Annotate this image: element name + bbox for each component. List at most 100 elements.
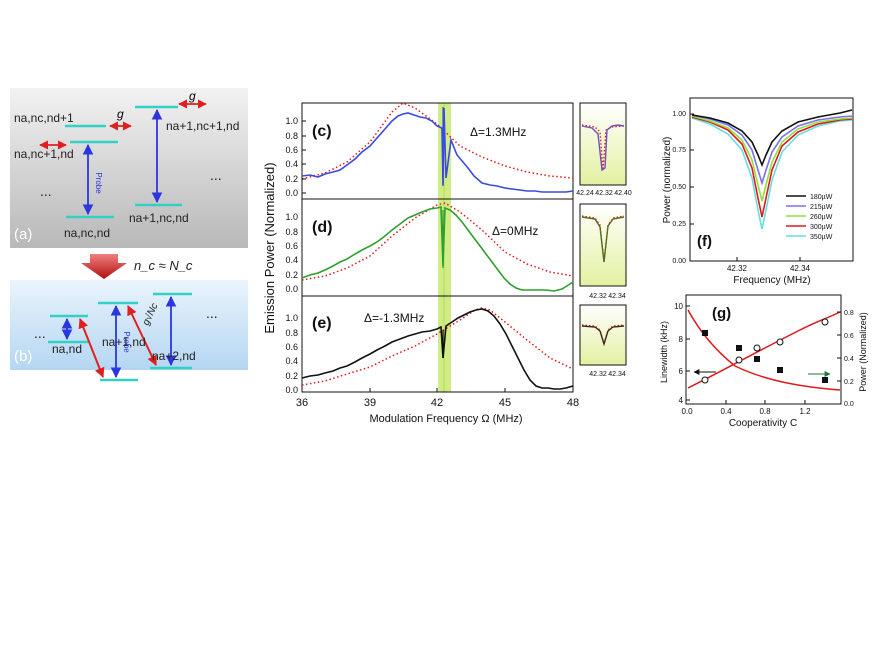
ellipsis-b-left: ... [34, 325, 46, 341]
probe-label-a: Probe [94, 172, 103, 194]
inset-c: 42.24 42.32 42.40 [576, 102, 632, 197]
xtick-main-3: 45 [499, 397, 511, 409]
inset-c-tick-2: 42.40 [614, 190, 632, 197]
ytick-c-5: 1.0 [285, 116, 298, 126]
legend-label-350: 350µW [810, 234, 833, 241]
ytick-e-2: 0.4 [285, 356, 298, 366]
inset-d-tick-1: 42.34 [608, 293, 626, 300]
xtick-main-0: 36 [296, 397, 308, 409]
inset-c-tick-1: 42.32 [595, 190, 613, 197]
g-linewidth-point-4 [777, 367, 783, 373]
xtick-main-2: 42 [431, 397, 443, 409]
panel-f-tag: (f) [697, 233, 712, 250]
panel-g-tag: (g) [712, 305, 731, 322]
g-ylabel-right: Power (Normalized) [858, 312, 868, 392]
coupling-arrow-b1 [78, 318, 105, 378]
legend-label-300: 300µW [810, 224, 833, 231]
ytick-c-0: 0.0 [285, 188, 298, 198]
inset-d-trace [581, 216, 625, 263]
legend-f: 180µW 215µW 260µW 300µW 350µW [786, 194, 833, 241]
ytick-g-left-2: 8 [679, 335, 684, 344]
panel-b: Probe g√Nc ... ... na,nd na+1,nd na+2,nd… [10, 280, 248, 382]
curve-f-350 [691, 117, 853, 230]
ytick-d-0: 0.0 [285, 284, 298, 294]
curve-f-180 [691, 109, 853, 168]
xticks-main [369, 388, 506, 392]
ytick-e-4: 0.8 [285, 328, 298, 338]
g-power-point-2 [735, 356, 743, 364]
ytick-d-4: 0.8 [285, 227, 298, 237]
ytick-e-1: 0.2 [285, 371, 298, 381]
state-label-right-bottom: na+1,nc,nd [129, 211, 189, 225]
curve-f-260 [691, 115, 853, 202]
g-linewidth-fit [687, 309, 841, 391]
transition-label: n_c ≈ N_c [134, 258, 193, 273]
g-power-fit [687, 311, 841, 389]
state-label-b2: na+1,nd [102, 335, 146, 349]
ytick-f-1: 0.25 [672, 221, 686, 228]
f-xlabel: Frequency (MHz) [733, 275, 810, 286]
ytick-g-right-4: 0.8 [844, 310, 854, 317]
state-label-b1: na,nd [52, 342, 82, 356]
trace-c [301, 107, 574, 193]
ytick-c-3: 0.6 [285, 145, 298, 155]
inset-c-fit [581, 124, 625, 171]
inset-c-ticks: 42.24 42.32 42.40 [576, 190, 632, 197]
g-xlabel: Cooperativity C [729, 418, 797, 429]
ytick-g-left-3: 10 [674, 302, 683, 311]
ytick-f-4: 1.00 [672, 111, 686, 118]
axes-c [301, 102, 574, 200]
xtick-labels-main: 36 39 42 45 48 [296, 397, 579, 409]
inset-e-tick-0: 42.32 [589, 371, 607, 378]
state-label-bottom-left: na,nc,nd [64, 226, 110, 240]
g-linewidth-point-2 [736, 345, 742, 351]
resonance-band [438, 103, 451, 392]
g-power-point-3 [753, 344, 761, 352]
fit-curve-d [301, 202, 574, 281]
inset-d: 42.32 42.34 [579, 203, 627, 300]
xtick-main-4: 48 [567, 397, 579, 409]
panel-e-tag: (e) [312, 315, 332, 332]
g-linewidth-point-5 [822, 377, 828, 383]
inset-c-tick-0: 42.24 [576, 190, 594, 197]
main-ylabel: Emission Power (Normalized) [262, 162, 277, 333]
ticks-g [686, 305, 841, 404]
inset-e: 42.32 42.34 [579, 304, 627, 378]
legend-label-180: 180µW [810, 194, 833, 201]
probe-label-b: Probe [122, 331, 131, 353]
f-ylabel: Power (normalized) [662, 137, 673, 224]
ytick-c-1: 0.2 [285, 174, 298, 184]
inset-e-ticks: 42.32 42.34 [589, 371, 626, 378]
main-xlabel: Modulation Frequency Ω (MHz) [369, 413, 522, 425]
ytick-c-4: 0.8 [285, 131, 298, 141]
axes-d [301, 198, 574, 297]
xtick-g-1: 0.4 [720, 407, 732, 416]
ytick-d-1: 0.2 [285, 270, 298, 280]
xtick-main-1: 39 [364, 397, 376, 409]
ytick-labels-d: 0.0 0.2 0.4 0.6 0.8 1.0 [285, 212, 298, 294]
ytick-g-right-1: 0.2 [844, 379, 854, 386]
panel-b-background [10, 280, 248, 370]
xtick-g-3: 1.2 [799, 407, 811, 416]
panel-d-tag: (d) [312, 219, 332, 236]
panel-a: Probe g g na,nc,nd+1 na,nc+1,nd na,nc,nd… [10, 88, 248, 248]
inset-c-trace [581, 124, 625, 172]
state-label-left-mid: na,nc+1,nd [14, 147, 74, 161]
fit-curve-e [301, 307, 574, 386]
ticks-c [302, 120, 306, 194]
ytick-g-left-1: 6 [679, 367, 684, 376]
xtick-f-1: 42.34 [790, 264, 811, 273]
curve-f-300 [691, 116, 853, 218]
state-label-right-top: na+1,nc+1,nd [166, 119, 239, 133]
inset-d-ticks: 42.32 42.34 [589, 293, 626, 300]
g-ylabel-left: Linewidth (kHz) [659, 321, 669, 383]
trace-d [301, 205, 574, 292]
ytick-d-3: 0.6 [285, 241, 298, 251]
ytick-g-right-2: 0.4 [844, 356, 854, 363]
panel-g: (g) 4 6 8 10 0.0 0.2 0.4 0.6 0.8 0.0 0.4… [659, 294, 868, 429]
g-power-point-4 [776, 338, 784, 346]
ytick-d-2: 0.4 [285, 255, 298, 265]
xtick-labels-g: 0.0 0.4 0.8 1.2 [681, 407, 811, 416]
xtick-labels-f: 42.32 42.34 [727, 264, 811, 273]
